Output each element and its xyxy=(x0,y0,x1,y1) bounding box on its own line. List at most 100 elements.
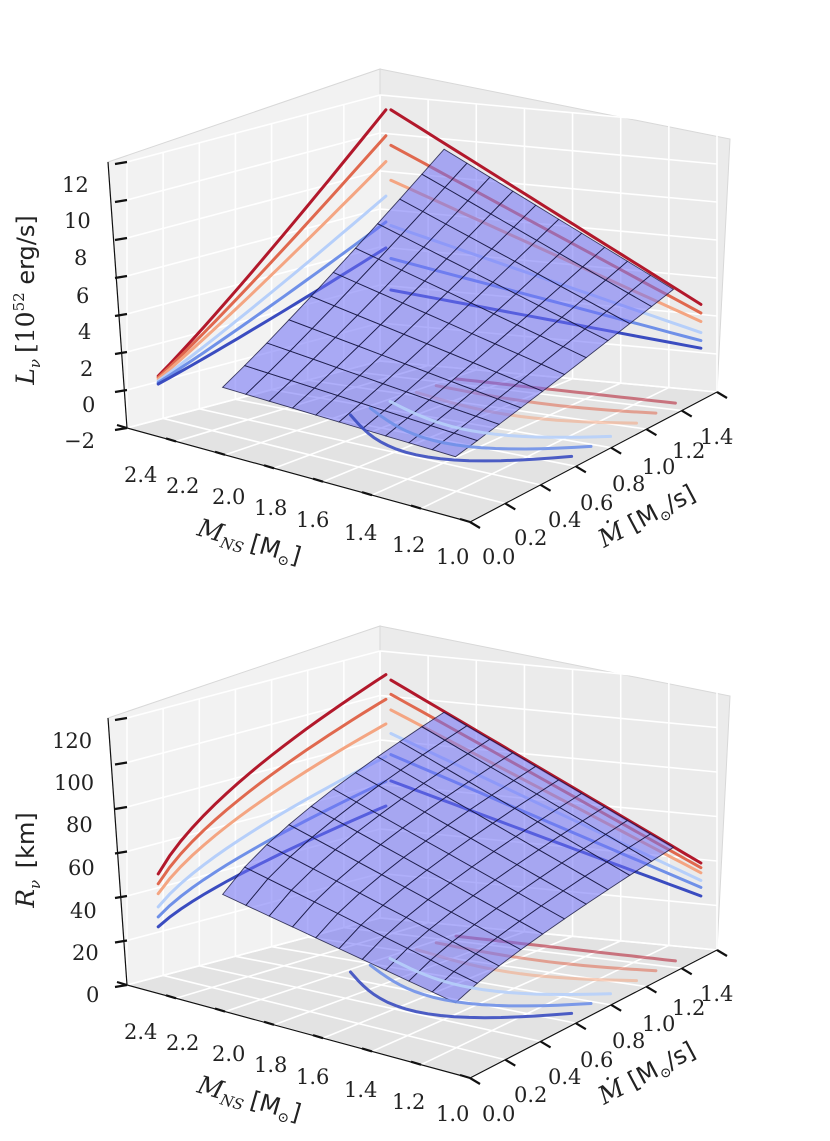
projection-curve xyxy=(156,134,388,379)
x-tick-label: 1.8 xyxy=(254,496,287,520)
tick-mark xyxy=(610,1003,622,1012)
x-tick-label: 2.2 xyxy=(166,474,199,498)
z-axis-label: Lν[1052 erg/s] xyxy=(10,215,44,385)
x-tick-labels: 2.4 2.2 2.0 1.8 1.6 1.4 1.2 1.0 xyxy=(124,1020,469,1126)
projection-curve xyxy=(156,755,388,909)
tick-mark xyxy=(114,894,128,900)
x-tick-labels: 2.4 2.2 2.0 1.8 1.6 1.4 1.2 1.0 xyxy=(124,463,469,569)
y-tick-label: 0.0 xyxy=(482,545,515,569)
tick-mark xyxy=(114,198,128,204)
tick-mark xyxy=(540,483,552,492)
z-tick-labels: 12 10 8 6 4 2 0 −2 xyxy=(62,173,95,453)
tick-mark xyxy=(645,985,657,994)
tick-mark xyxy=(469,1077,481,1085)
y-tick-label: 0.0 xyxy=(482,1102,515,1126)
tick-mark xyxy=(114,939,128,944)
y-axis-line xyxy=(469,949,718,1079)
y-tick-label: 0.8 xyxy=(612,472,645,496)
z-tick-label: 40 xyxy=(70,899,97,923)
grid-line xyxy=(126,739,718,808)
projection-curve xyxy=(156,108,388,378)
tick-mark xyxy=(114,388,128,394)
tick-mark xyxy=(114,350,128,356)
y-tick-label: 0.2 xyxy=(514,1083,547,1107)
tick-mark xyxy=(716,391,728,399)
x-tick-label: 2.0 xyxy=(212,485,245,509)
x-tick-label: 1.2 xyxy=(392,1090,425,1114)
tick-mark xyxy=(263,1020,275,1026)
z-tick-label: 0 xyxy=(82,393,95,417)
tick-mark xyxy=(214,450,226,456)
projection-curve xyxy=(156,673,388,876)
x-tick-label: 1.0 xyxy=(436,545,469,569)
y-tick-label: 0.2 xyxy=(514,526,547,550)
tick-mark xyxy=(114,312,128,318)
x-tick-label: 2.2 xyxy=(166,1031,199,1055)
z-tick-label: 2 xyxy=(80,357,93,381)
y-tick-label: 0.8 xyxy=(612,1029,645,1053)
grid-line xyxy=(126,94,718,163)
z-tick-label: 6 xyxy=(76,284,89,308)
z-tick-labels: 120 100 80 60 40 20 0 xyxy=(52,729,99,1007)
z-axis-label: Rν [km] xyxy=(11,812,44,909)
y-tick-label: 1.4 xyxy=(700,982,733,1006)
x-tick-label: 1.4 xyxy=(344,1078,377,1102)
x-tick-label: 1.0 xyxy=(436,1102,469,1126)
tick-mark xyxy=(681,967,693,976)
tick-mark xyxy=(361,491,373,497)
grid-line xyxy=(126,650,718,719)
grid-line xyxy=(126,694,718,764)
z-tick-label: 0 xyxy=(86,983,99,1007)
tick-mark xyxy=(459,1073,471,1080)
tick-mark xyxy=(114,716,128,722)
tick-mark xyxy=(165,437,177,443)
grid-line xyxy=(199,965,541,1043)
projection-curve xyxy=(349,970,574,1020)
tick-mark xyxy=(410,504,422,510)
y-axis-label: Ṁ[M⊙/s] xyxy=(592,1035,701,1113)
surface xyxy=(221,148,675,458)
grid-line xyxy=(126,208,718,277)
projections-left-wall xyxy=(156,108,388,386)
grid-line xyxy=(162,974,506,1061)
y-tick-label: 1.0 xyxy=(642,1012,675,1036)
tick-marks xyxy=(114,160,728,529)
tick-mark xyxy=(114,761,128,766)
projections-floor-front xyxy=(349,399,612,463)
x-tick-label: 2.4 xyxy=(124,1020,157,1044)
surface xyxy=(221,711,675,1004)
x-tick-label: 1.8 xyxy=(254,1053,287,1077)
tick-mark xyxy=(469,521,481,529)
z-tick-label: −2 xyxy=(64,429,95,453)
tick-mark xyxy=(263,464,275,470)
tick-mark xyxy=(504,1058,516,1067)
surface-patch xyxy=(627,274,675,308)
tick-mark xyxy=(165,994,177,1000)
surface-patch xyxy=(627,833,675,862)
z-tick-label: 20 xyxy=(72,941,99,965)
x-tick-label: 1.6 xyxy=(296,1065,329,1089)
grid-line xyxy=(126,132,718,201)
tick-mark xyxy=(716,949,728,957)
x-tick-label: 2.4 xyxy=(124,463,157,487)
projection-curve xyxy=(389,108,703,306)
y-tick-label: 0.4 xyxy=(548,508,581,532)
y-tick-labels: 0.0 0.2 0.4 0.6 0.8 1.0 1.2 1.4 xyxy=(482,982,733,1126)
projections-floor-front xyxy=(349,957,612,1020)
tick-mark xyxy=(214,1007,226,1013)
y-tick-label: 1.0 xyxy=(642,455,675,479)
projection-curve xyxy=(388,957,612,997)
grid-line xyxy=(235,955,577,1024)
panel-luminosity: 12 10 8 6 4 2 0 −2 2.4 2.2 2.0 1.8 1.6 1… xyxy=(10,68,733,573)
tick-mark xyxy=(312,1034,324,1040)
tick-mark xyxy=(312,477,324,483)
projection-curve xyxy=(156,722,388,896)
tick-mark xyxy=(114,426,128,432)
y-tick-label: 1.4 xyxy=(700,425,733,449)
x-tick-label: 2.0 xyxy=(212,1042,245,1066)
panel-radius: 120 100 80 60 40 20 0 2.4 2.2 2.0 1.8 1.… xyxy=(11,625,733,1127)
x-axis-label: MNS[M⊙] xyxy=(193,513,305,573)
y-axis-line xyxy=(469,391,718,523)
tick-mark xyxy=(361,1047,373,1053)
grid-line xyxy=(162,417,506,505)
